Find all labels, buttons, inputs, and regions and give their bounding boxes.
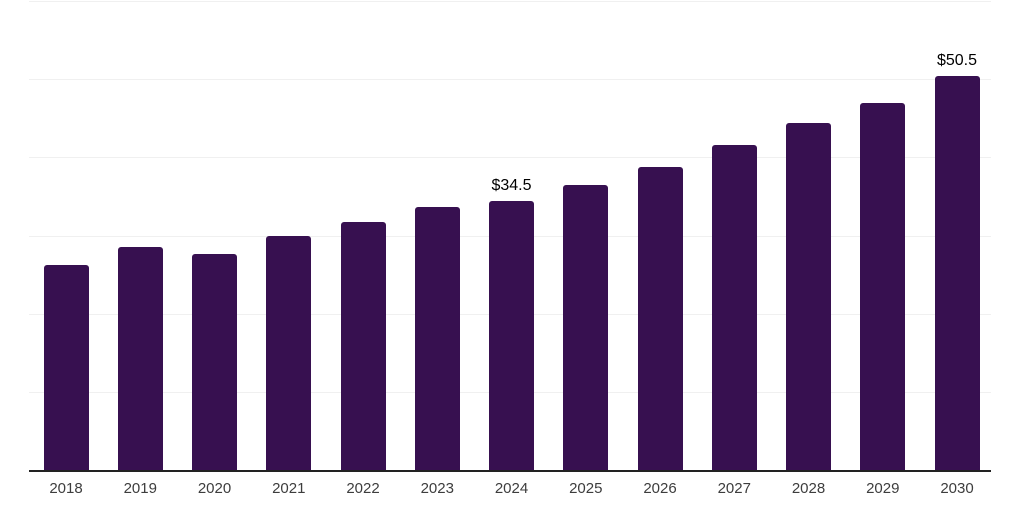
bar-2019 [117, 247, 163, 471]
bar-2025 [563, 184, 609, 471]
bar-2026 [637, 166, 683, 471]
gridline-40 [29, 157, 991, 159]
x-tick-label-2028: 2028 [791, 480, 826, 497]
x-tick-label-2023: 2023 [420, 480, 454, 497]
bar-2029 [860, 102, 906, 471]
x-tick-label-2022: 2022 [346, 480, 380, 497]
x-tick-label-2024: 2024 [494, 480, 529, 497]
bar-2018 [43, 264, 89, 471]
bar-2024 [489, 201, 534, 471]
x-axis-line [29, 470, 991, 472]
bar-2030 [934, 76, 980, 471]
bar-2022 [340, 221, 386, 471]
x-tick-label-2020: 2020 [197, 480, 232, 497]
gridline-50 [29, 79, 991, 81]
x-tick-label-2027: 2027 [717, 480, 751, 497]
x-tick-label-2029: 2029 [866, 480, 900, 497]
gridline-60 [29, 1, 991, 2]
x-tick-label-2018: 2018 [49, 480, 83, 497]
bar-2027 [711, 145, 757, 471]
bar-2023 [414, 206, 460, 471]
bar-2021 [266, 235, 312, 471]
bar-2020 [192, 253, 237, 471]
x-tick-label-2021: 2021 [272, 480, 306, 497]
data-label-2030: $50.5 [936, 52, 978, 70]
data-label-2024: $34.5 [491, 177, 532, 195]
x-tick-label-2019: 2019 [123, 480, 157, 497]
bar-2028 [786, 123, 831, 471]
x-tick-label-2026: 2026 [643, 480, 677, 497]
x-tick-label-2030: 2030 [940, 480, 974, 497]
plot-area: $34.5 $50.5 [29, 0, 991, 471]
x-tick-label-2025: 2025 [569, 480, 603, 497]
